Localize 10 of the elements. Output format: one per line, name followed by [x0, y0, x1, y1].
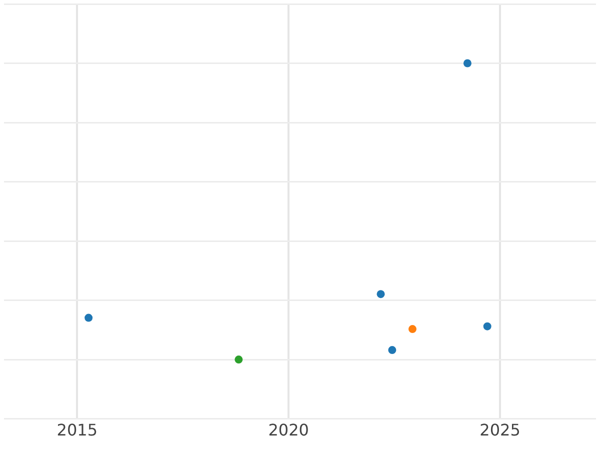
x-tick-label: 2025 — [480, 420, 520, 440]
x-tick-label: 2015 — [56, 420, 98, 440]
point — [463, 59, 472, 68]
point — [234, 356, 243, 364]
point — [388, 346, 396, 354]
point — [84, 314, 93, 322]
point — [376, 290, 385, 298]
point — [408, 325, 416, 334]
x-tick-label: 2020 — [268, 420, 309, 440]
point — [483, 322, 492, 330]
